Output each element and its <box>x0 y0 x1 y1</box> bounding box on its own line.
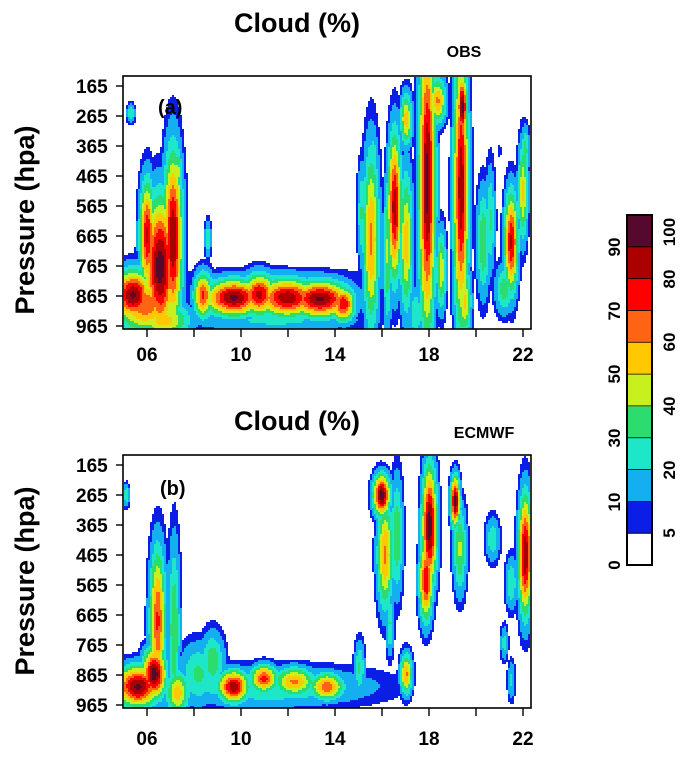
cloud-level-5-region <box>124 77 530 329</box>
colorbar-label-left: 10 <box>605 493 624 512</box>
colorbar-swatches <box>627 215 652 566</box>
x-tick-label: 10 <box>230 729 251 750</box>
panel-a-frame <box>122 75 532 330</box>
colorbar-frame <box>626 214 653 566</box>
colorbar-swatch-10 <box>627 469 652 502</box>
colorbar-label-right: 80 <box>660 270 679 289</box>
panel-a-ylabel: Pressure (hpa) <box>10 125 40 314</box>
y-tick-label: 665 <box>76 606 108 627</box>
colorbar-label-left: 70 <box>605 302 624 321</box>
colorbar-label-left: 90 <box>605 238 624 257</box>
y-tick-label: 265 <box>76 486 108 507</box>
colorbar-swatch-80 <box>627 246 652 280</box>
colorbar-ticks <box>627 246 652 534</box>
y-tick-label: 665 <box>76 227 108 248</box>
y-tick-label: 365 <box>76 137 108 158</box>
colorbar-swatch-50 <box>627 342 652 375</box>
panel-b-ylabel: Pressure (hpa) <box>10 486 40 675</box>
panel-b-frame <box>122 454 532 709</box>
x-tick-label: 10 <box>230 345 251 366</box>
panel-b-letter: (b) <box>160 478 186 500</box>
colorbar-swatch-20 <box>627 437 652 471</box>
colorbar: 0 10 30 50 70 90 5 20 40 60 80 100 <box>605 214 679 570</box>
y-tick-label: 865 <box>76 287 108 308</box>
cloud-level-80-region <box>126 95 512 305</box>
colorbar-swatch-70 <box>627 278 652 311</box>
panel-a-title: Cloud (%) <box>234 8 360 38</box>
y-tick-label: 765 <box>76 257 108 278</box>
x-tick-label: 22 <box>512 345 533 366</box>
colorbar-swatch-0 <box>627 533 652 566</box>
colorbar-swatch-40 <box>627 374 652 407</box>
y-tick-label: 565 <box>76 576 108 597</box>
panel-b: Cloud (%) ECMWF Pressure (hpa) (b) 165 2… <box>10 406 534 750</box>
colorbar-label-left: 50 <box>605 365 624 384</box>
colorbar-label-right: 20 <box>660 461 679 480</box>
y-tick-label: 765 <box>76 636 108 657</box>
y-tick-label: 965 <box>76 696 108 717</box>
panel-a: Cloud (%) OBS Pressure (hpa) (a) 165 265… <box>10 8 534 366</box>
colorbar-label-right: 100 <box>660 218 679 246</box>
panel-a-plot <box>124 77 530 329</box>
y-tick-label: 865 <box>76 666 108 687</box>
colorbar-label-left: 30 <box>605 429 624 448</box>
panel-b-xaxis: 06 10 14 18 22 <box>136 708 534 750</box>
colorbar-label-right: 40 <box>660 397 679 416</box>
x-tick-label: 18 <box>418 729 439 750</box>
panel-a-source-label: OBS <box>447 44 482 61</box>
colorbar-swatch-90 <box>627 215 652 248</box>
colorbar-swatch-30 <box>627 405 652 439</box>
y-tick-label: 165 <box>76 456 108 477</box>
panel-a-xaxis: 06 10 14 18 22 <box>136 329 534 366</box>
y-tick-label: 565 <box>76 197 108 218</box>
panel-b-plot <box>124 456 530 708</box>
x-tick-label: 06 <box>136 729 157 750</box>
y-tick-label: 265 <box>76 107 108 128</box>
x-tick-label: 14 <box>324 345 346 366</box>
panel-a-letter: (a) <box>158 97 182 119</box>
x-tick-label: 06 <box>136 345 157 366</box>
panel-b-source-label: ECMWF <box>454 425 515 442</box>
y-tick-label: 165 <box>76 77 108 98</box>
x-tick-label: 14 <box>324 729 346 750</box>
y-tick-label: 965 <box>76 317 108 338</box>
y-tick-label: 465 <box>76 546 108 567</box>
cloud-level-30-region <box>124 464 530 708</box>
colorbar-label-right: 60 <box>660 333 679 352</box>
colorbar-label-left: 0 <box>605 560 624 569</box>
panel-b-title: Cloud (%) <box>234 406 360 436</box>
panel-a-yaxis: 165 265 365 465 565 665 765 865 965 <box>76 77 123 338</box>
colorbar-swatch-5 <box>627 501 652 534</box>
colorbar-swatch-60 <box>627 310 652 343</box>
x-tick-label: 22 <box>512 729 533 750</box>
y-tick-label: 465 <box>76 167 108 188</box>
colorbar-label-right: 5 <box>660 528 679 537</box>
panel-b-yaxis: 165 265 365 465 565 665 765 865 965 <box>76 456 123 717</box>
cloud-level-5-region <box>124 456 530 708</box>
x-tick-label: 18 <box>418 345 439 366</box>
cloud-level-20-region <box>124 77 528 329</box>
y-tick-label: 365 <box>76 516 108 537</box>
